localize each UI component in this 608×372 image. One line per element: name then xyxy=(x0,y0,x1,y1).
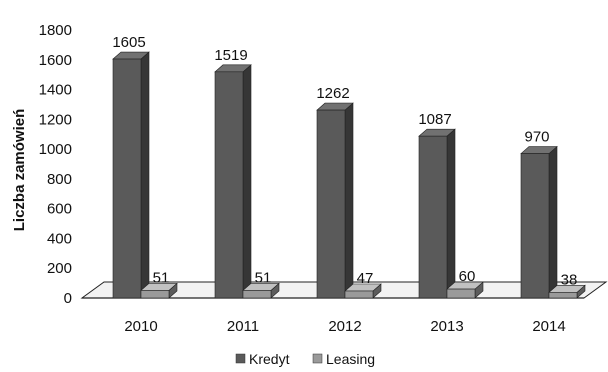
legend-item-leasing: Leasing xyxy=(312,351,375,367)
data-label-leasing-2012: 47 xyxy=(357,270,374,287)
bar-side xyxy=(242,64,252,299)
bar-front xyxy=(242,290,272,299)
bar-front xyxy=(316,109,346,299)
bar-front xyxy=(418,135,448,299)
data-label-kredyt-2013: 1087 xyxy=(418,111,451,128)
bar-front xyxy=(140,290,170,299)
data-label-kredyt-2014: 970 xyxy=(524,129,549,146)
bar-leasing-2011 xyxy=(242,282,280,299)
y-tick-label: 1200 xyxy=(39,111,72,128)
bar-kredyt-2013 xyxy=(418,128,456,299)
legend-swatch xyxy=(235,353,246,364)
bar-side xyxy=(344,102,354,299)
y-tick-label: 0 xyxy=(64,290,72,307)
bar-front xyxy=(446,288,476,299)
bar-front xyxy=(548,292,578,299)
bar-front xyxy=(344,290,374,299)
bar-side xyxy=(446,128,456,299)
bar-kredyt-2012 xyxy=(316,102,354,299)
y-axis: 0 200 400 600 800 1000 1200 1400 1600 1800 xyxy=(39,22,72,307)
data-label-kredyt-2012: 1262 xyxy=(316,85,349,102)
y-tick-label: 1400 xyxy=(39,82,72,99)
bar-leasing-2010 xyxy=(140,282,178,299)
legend-label: Kredyt xyxy=(249,351,290,367)
y-tick-label: 800 xyxy=(47,171,72,188)
y-tick-label: 1000 xyxy=(39,141,72,158)
data-label-kredyt-2010: 1605 xyxy=(112,34,145,51)
legend-swatch xyxy=(312,353,323,364)
y-tick-label: 1600 xyxy=(39,52,72,69)
bar-front xyxy=(520,153,550,299)
data-label-leasing-2011: 51 xyxy=(255,269,272,286)
bar-leasing-2012 xyxy=(344,283,382,299)
y-tick-label: 400 xyxy=(47,230,72,247)
data-label-kredyt-2011: 1519 xyxy=(214,47,247,64)
bar-kredyt-2014 xyxy=(520,145,558,299)
bar-side xyxy=(548,145,558,299)
x-axis: 2010 2011 2012 2013 2014 xyxy=(124,318,565,335)
x-tick-label: 2014 xyxy=(532,318,565,335)
legend-label: Leasing xyxy=(326,351,375,367)
y-axis-title: Liczba zamówień xyxy=(11,109,28,232)
bar-side xyxy=(140,51,150,299)
x-tick-label: 2012 xyxy=(328,318,361,335)
y-tick-label: 200 xyxy=(47,260,72,277)
data-labels: 1605 51 1519 51 1262 47 1087 60 970 38 xyxy=(112,34,577,288)
bar-leasing-2014 xyxy=(548,284,586,299)
bar-kredyt-2010 xyxy=(112,51,150,299)
bar-kredyt-2011 xyxy=(214,64,252,299)
legend-item-kredyt: Kredyt xyxy=(235,351,290,367)
bar-front xyxy=(112,58,142,299)
x-tick-label: 2010 xyxy=(124,318,157,335)
y-tick-label: 1800 xyxy=(39,22,72,39)
data-label-leasing-2010: 51 xyxy=(153,269,170,286)
y-tick-label: 600 xyxy=(47,201,72,218)
x-tick-label: 2013 xyxy=(430,318,463,335)
bar-front xyxy=(214,71,244,299)
legend: Kredyt Leasing xyxy=(235,351,375,367)
bar-leasing-2013 xyxy=(446,281,484,299)
data-label-leasing-2014: 38 xyxy=(561,271,578,288)
x-tick-label: 2011 xyxy=(227,318,259,335)
bars xyxy=(112,51,586,299)
data-label-leasing-2013: 60 xyxy=(459,268,476,285)
